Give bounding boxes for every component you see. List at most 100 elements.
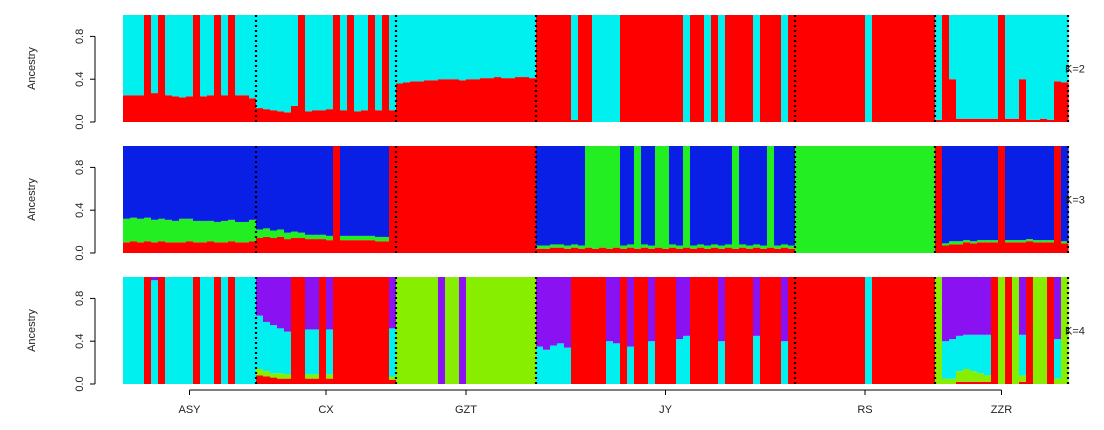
bar-segment-red (739, 277, 747, 384)
bar-segment-lime (956, 371, 964, 382)
bar-segment-red (732, 277, 740, 384)
bar-segment-lime (277, 373, 285, 379)
bar-segment-red (536, 15, 544, 122)
bar-segment-red (158, 241, 166, 253)
bar-segment-cyan (326, 15, 334, 110)
bar-segment-blue (165, 146, 173, 220)
bar-segment-blue (718, 146, 726, 246)
bar-segment-red (725, 277, 733, 384)
bar-segment-red (200, 242, 208, 253)
bar-segment-red (858, 277, 866, 384)
bar-segment-purple (683, 277, 691, 336)
bar-segment-red (1054, 81, 1062, 122)
bar-segment-red (914, 277, 922, 384)
bar-segment-red (305, 378, 313, 384)
bar-segment-cyan (963, 334, 971, 370)
bar-segment-red (774, 277, 782, 384)
bar-segment-purple (970, 277, 978, 335)
bar-segment-cyan (431, 15, 439, 81)
bar-segment-lime (977, 373, 985, 382)
bar-segment-purple (151, 277, 159, 281)
bar-segment-blue (249, 146, 257, 220)
bar-segment-red (620, 277, 628, 384)
bar-segment-red (543, 248, 551, 253)
bar-segment-purple (753, 277, 761, 336)
y-axis-title: Ancestry (26, 178, 38, 221)
bar-segment-purple (557, 277, 565, 344)
bar-segment-green (683, 146, 691, 248)
bar-segment-red (963, 381, 971, 384)
bar-segment-red (662, 277, 670, 384)
bar-segment-green (1019, 240, 1027, 243)
bar-segment-green (620, 245, 628, 249)
bar-segment-cyan (963, 15, 971, 119)
bar-segment-purple (627, 277, 635, 347)
bar-segment-red (1061, 82, 1069, 122)
bar-segment-cyan (438, 15, 446, 80)
bar-segment-lime (305, 374, 313, 379)
bar-segment-cyan (305, 15, 313, 112)
bar-segment-red (795, 15, 803, 122)
bar-segment-green (760, 245, 768, 249)
bar-segment-red (459, 146, 467, 253)
bar-segment-green (123, 218, 131, 243)
bar-segment-red (690, 15, 698, 122)
bar-segment-blue (1012, 146, 1020, 241)
bar-segment-red (788, 15, 796, 122)
bar-segment-cyan (396, 15, 404, 84)
bar-segment-cyan (683, 15, 691, 122)
bar-segment-red (921, 277, 929, 384)
bar-segment-green (900, 146, 908, 253)
bar-segment-red (753, 247, 761, 253)
bar-segment-green (1026, 239, 1034, 242)
bar-segment-blue (151, 146, 159, 220)
bar-segment-red (991, 118, 999, 122)
bar-segment-red (298, 238, 306, 253)
bar-segment-cyan (389, 328, 397, 377)
bar-segment-cyan (865, 277, 873, 384)
bar-segment-red (298, 15, 306, 122)
bar-segment-red (270, 377, 278, 384)
bar-segment-red (837, 15, 845, 122)
bar-segment-cyan (326, 329, 334, 375)
bar-segment-lime (501, 277, 509, 384)
bar-segment-red (963, 242, 971, 253)
bar-segment-green (627, 244, 635, 248)
bar-segment-cyan (501, 15, 509, 79)
bar-segment-lime (935, 277, 943, 384)
bar-segment-red (186, 96, 194, 122)
bar-segment-red (445, 79, 453, 122)
bar-segment-red (872, 15, 880, 122)
bar-segment-lime (487, 277, 495, 384)
bar-segment-red (480, 146, 488, 253)
bar-segment-green (235, 221, 243, 243)
bar-segment-blue (298, 146, 306, 233)
bar-segment-green (823, 146, 831, 253)
bar-segment-red (746, 248, 754, 253)
bar-segment-blue (326, 146, 334, 236)
bar-segment-red (1012, 118, 1020, 122)
bar-segment-lime (963, 369, 971, 382)
bar-segment-red (641, 247, 649, 253)
bar-segment-red (809, 15, 817, 122)
bar-segment-cyan (445, 15, 453, 80)
bar-segment-purple (326, 277, 334, 330)
bar-segment-green (298, 232, 306, 239)
bar-segment-red (984, 242, 992, 253)
bar-segment-lime (424, 277, 432, 384)
bar-segment-lime (256, 369, 264, 376)
bar-segment-red (774, 15, 782, 122)
bar-segment-blue (1040, 146, 1048, 241)
bar-segment-red (312, 239, 320, 253)
bar-segment-blue (277, 146, 285, 230)
bar-segment-red (998, 15, 1006, 122)
bar-segment-cyan (1026, 15, 1034, 120)
bar-segment-green (725, 244, 733, 248)
bar-segment-green (872, 146, 880, 253)
bar-segment-cyan (466, 15, 474, 80)
bar-segment-red (389, 379, 397, 384)
bar-segment-purple (312, 277, 320, 330)
bar-segment-red (872, 277, 880, 384)
bar-segment-red (270, 110, 278, 122)
bar-segment-red (1033, 119, 1041, 122)
